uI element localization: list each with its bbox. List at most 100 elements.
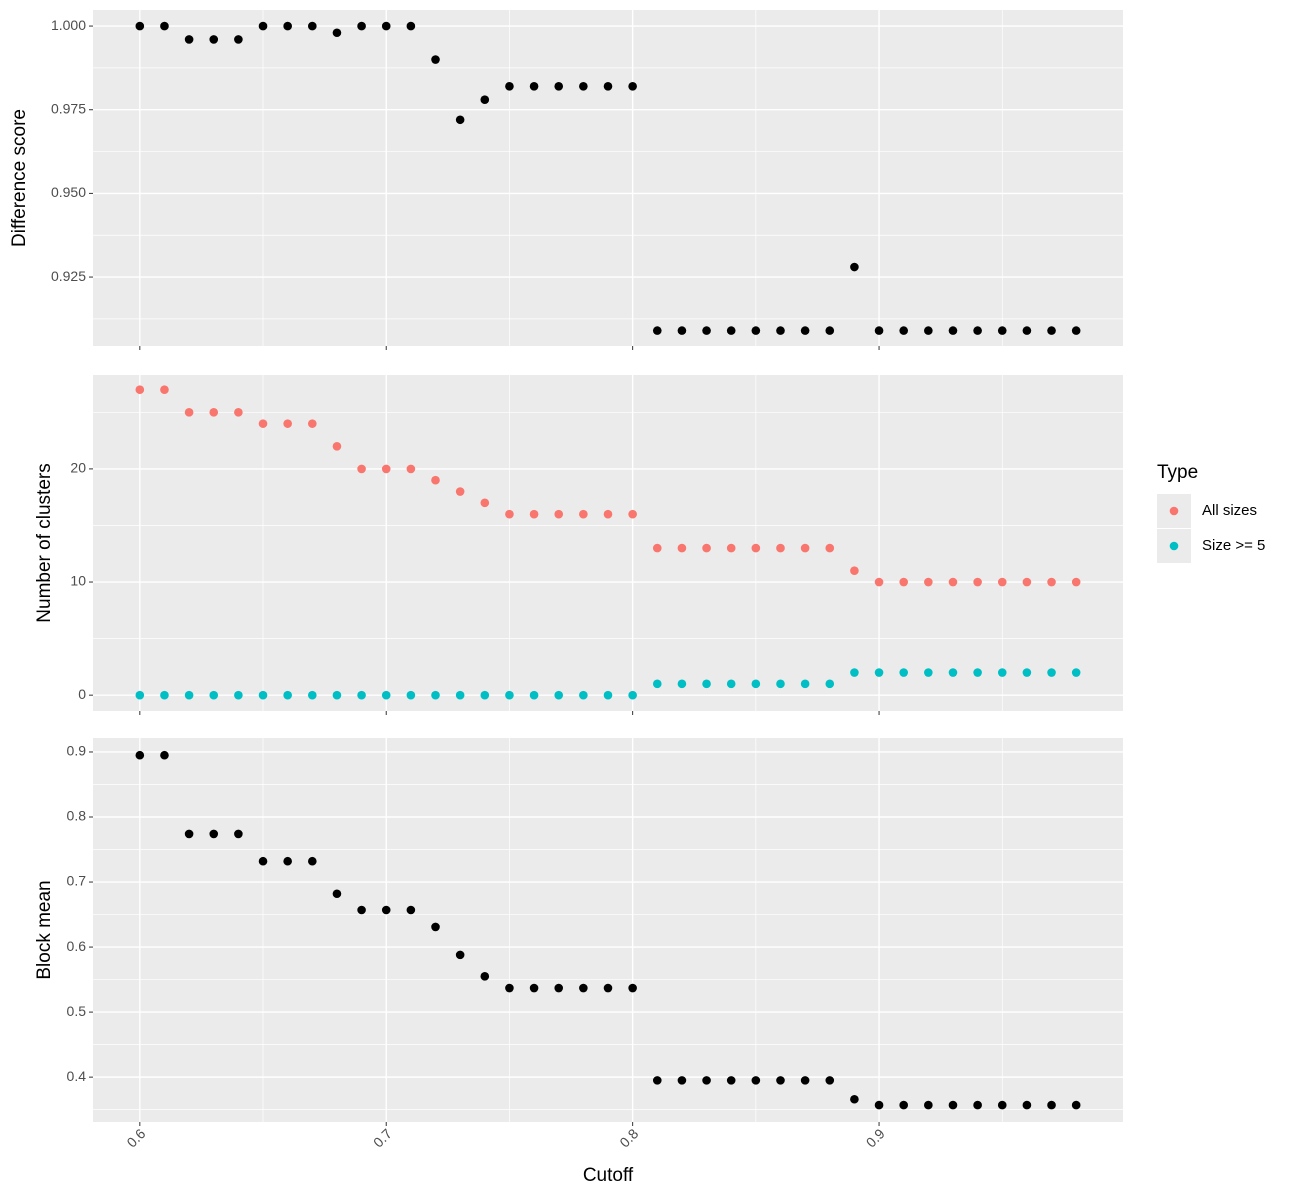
- point: [973, 668, 982, 677]
- point: [825, 326, 835, 335]
- point: [529, 690, 539, 700]
- point: [529, 983, 539, 993]
- point: [702, 679, 711, 689]
- point: [234, 35, 243, 44]
- point: [751, 326, 761, 335]
- point: [1047, 326, 1056, 335]
- point: [726, 543, 736, 553]
- point: [652, 679, 662, 689]
- point: [677, 543, 687, 553]
- point: [308, 21, 317, 31]
- point: [702, 1076, 711, 1085]
- point: [628, 509, 637, 519]
- point: [874, 326, 884, 335]
- point: [455, 950, 465, 960]
- point: [751, 1076, 761, 1085]
- point: [1022, 668, 1032, 677]
- point: [505, 509, 514, 519]
- y-tick-label: 0.975: [51, 100, 86, 116]
- point: [160, 690, 169, 700]
- point: [431, 55, 440, 64]
- point: [234, 690, 243, 700]
- point: [899, 577, 908, 587]
- point: [603, 509, 613, 519]
- point: [332, 28, 342, 38]
- point: [332, 889, 342, 899]
- point: [751, 679, 761, 689]
- panel-background: [93, 10, 1123, 346]
- point: [579, 509, 588, 519]
- point: [776, 679, 785, 689]
- point: [1022, 577, 1032, 587]
- y-tick-label: 10: [70, 573, 86, 589]
- point: [283, 419, 292, 428]
- legend-symbol: [1169, 506, 1179, 516]
- x-tick-label: 0.7: [370, 1125, 395, 1150]
- point: [628, 82, 637, 91]
- point: [579, 690, 588, 700]
- point: [677, 1076, 687, 1085]
- point: [726, 1076, 736, 1085]
- point: [677, 679, 687, 689]
- point: [381, 905, 391, 915]
- point: [1071, 668, 1081, 677]
- legend-label: Size >= 5: [1202, 537, 1265, 554]
- point: [800, 326, 810, 335]
- y-tick-label: 0.925: [51, 268, 86, 284]
- point: [726, 326, 736, 335]
- y-tick-label: 0.6: [67, 938, 87, 954]
- point: [776, 1076, 785, 1085]
- point: [308, 856, 317, 866]
- point: [800, 543, 810, 553]
- point: [209, 829, 219, 839]
- point: [850, 1094, 859, 1104]
- point: [554, 509, 564, 519]
- x-tick-label: 0.9: [863, 1125, 888, 1150]
- point: [726, 679, 736, 689]
- point: [973, 1100, 982, 1110]
- point: [357, 21, 366, 31]
- point: [579, 82, 588, 91]
- point: [332, 690, 342, 700]
- point: [455, 115, 465, 125]
- point: [135, 750, 145, 760]
- point: [554, 983, 564, 993]
- point: [234, 829, 243, 839]
- point: [702, 543, 711, 553]
- point: [135, 385, 145, 395]
- point: [776, 543, 785, 553]
- point: [406, 905, 416, 915]
- point: [1047, 1100, 1056, 1110]
- point: [480, 498, 490, 508]
- point: [505, 82, 514, 91]
- point: [874, 1100, 884, 1110]
- point: [480, 972, 490, 981]
- point: [997, 577, 1007, 587]
- point: [258, 856, 268, 866]
- point: [554, 690, 564, 700]
- point: [1047, 577, 1056, 587]
- y-axis-title: Block mean: [34, 880, 55, 979]
- point: [258, 419, 268, 428]
- point: [135, 21, 145, 31]
- point: [825, 679, 835, 689]
- point: [850, 668, 859, 677]
- y-tick-label: 0.5: [67, 1003, 87, 1019]
- point: [1022, 326, 1032, 335]
- point: [1071, 1100, 1081, 1110]
- point: [628, 690, 637, 700]
- point: [184, 690, 194, 700]
- x-axis-title: Cutoff: [583, 1165, 634, 1186]
- point: [209, 690, 219, 700]
- y-tick-label: 0.7: [67, 873, 87, 889]
- point: [850, 262, 859, 272]
- point: [308, 419, 317, 428]
- point: [924, 668, 933, 677]
- point: [1071, 577, 1081, 587]
- y-axis-title: Difference score: [9, 109, 30, 247]
- point: [997, 1100, 1007, 1110]
- point: [209, 35, 219, 44]
- point: [924, 577, 933, 587]
- point: [381, 21, 391, 31]
- point: [209, 408, 219, 417]
